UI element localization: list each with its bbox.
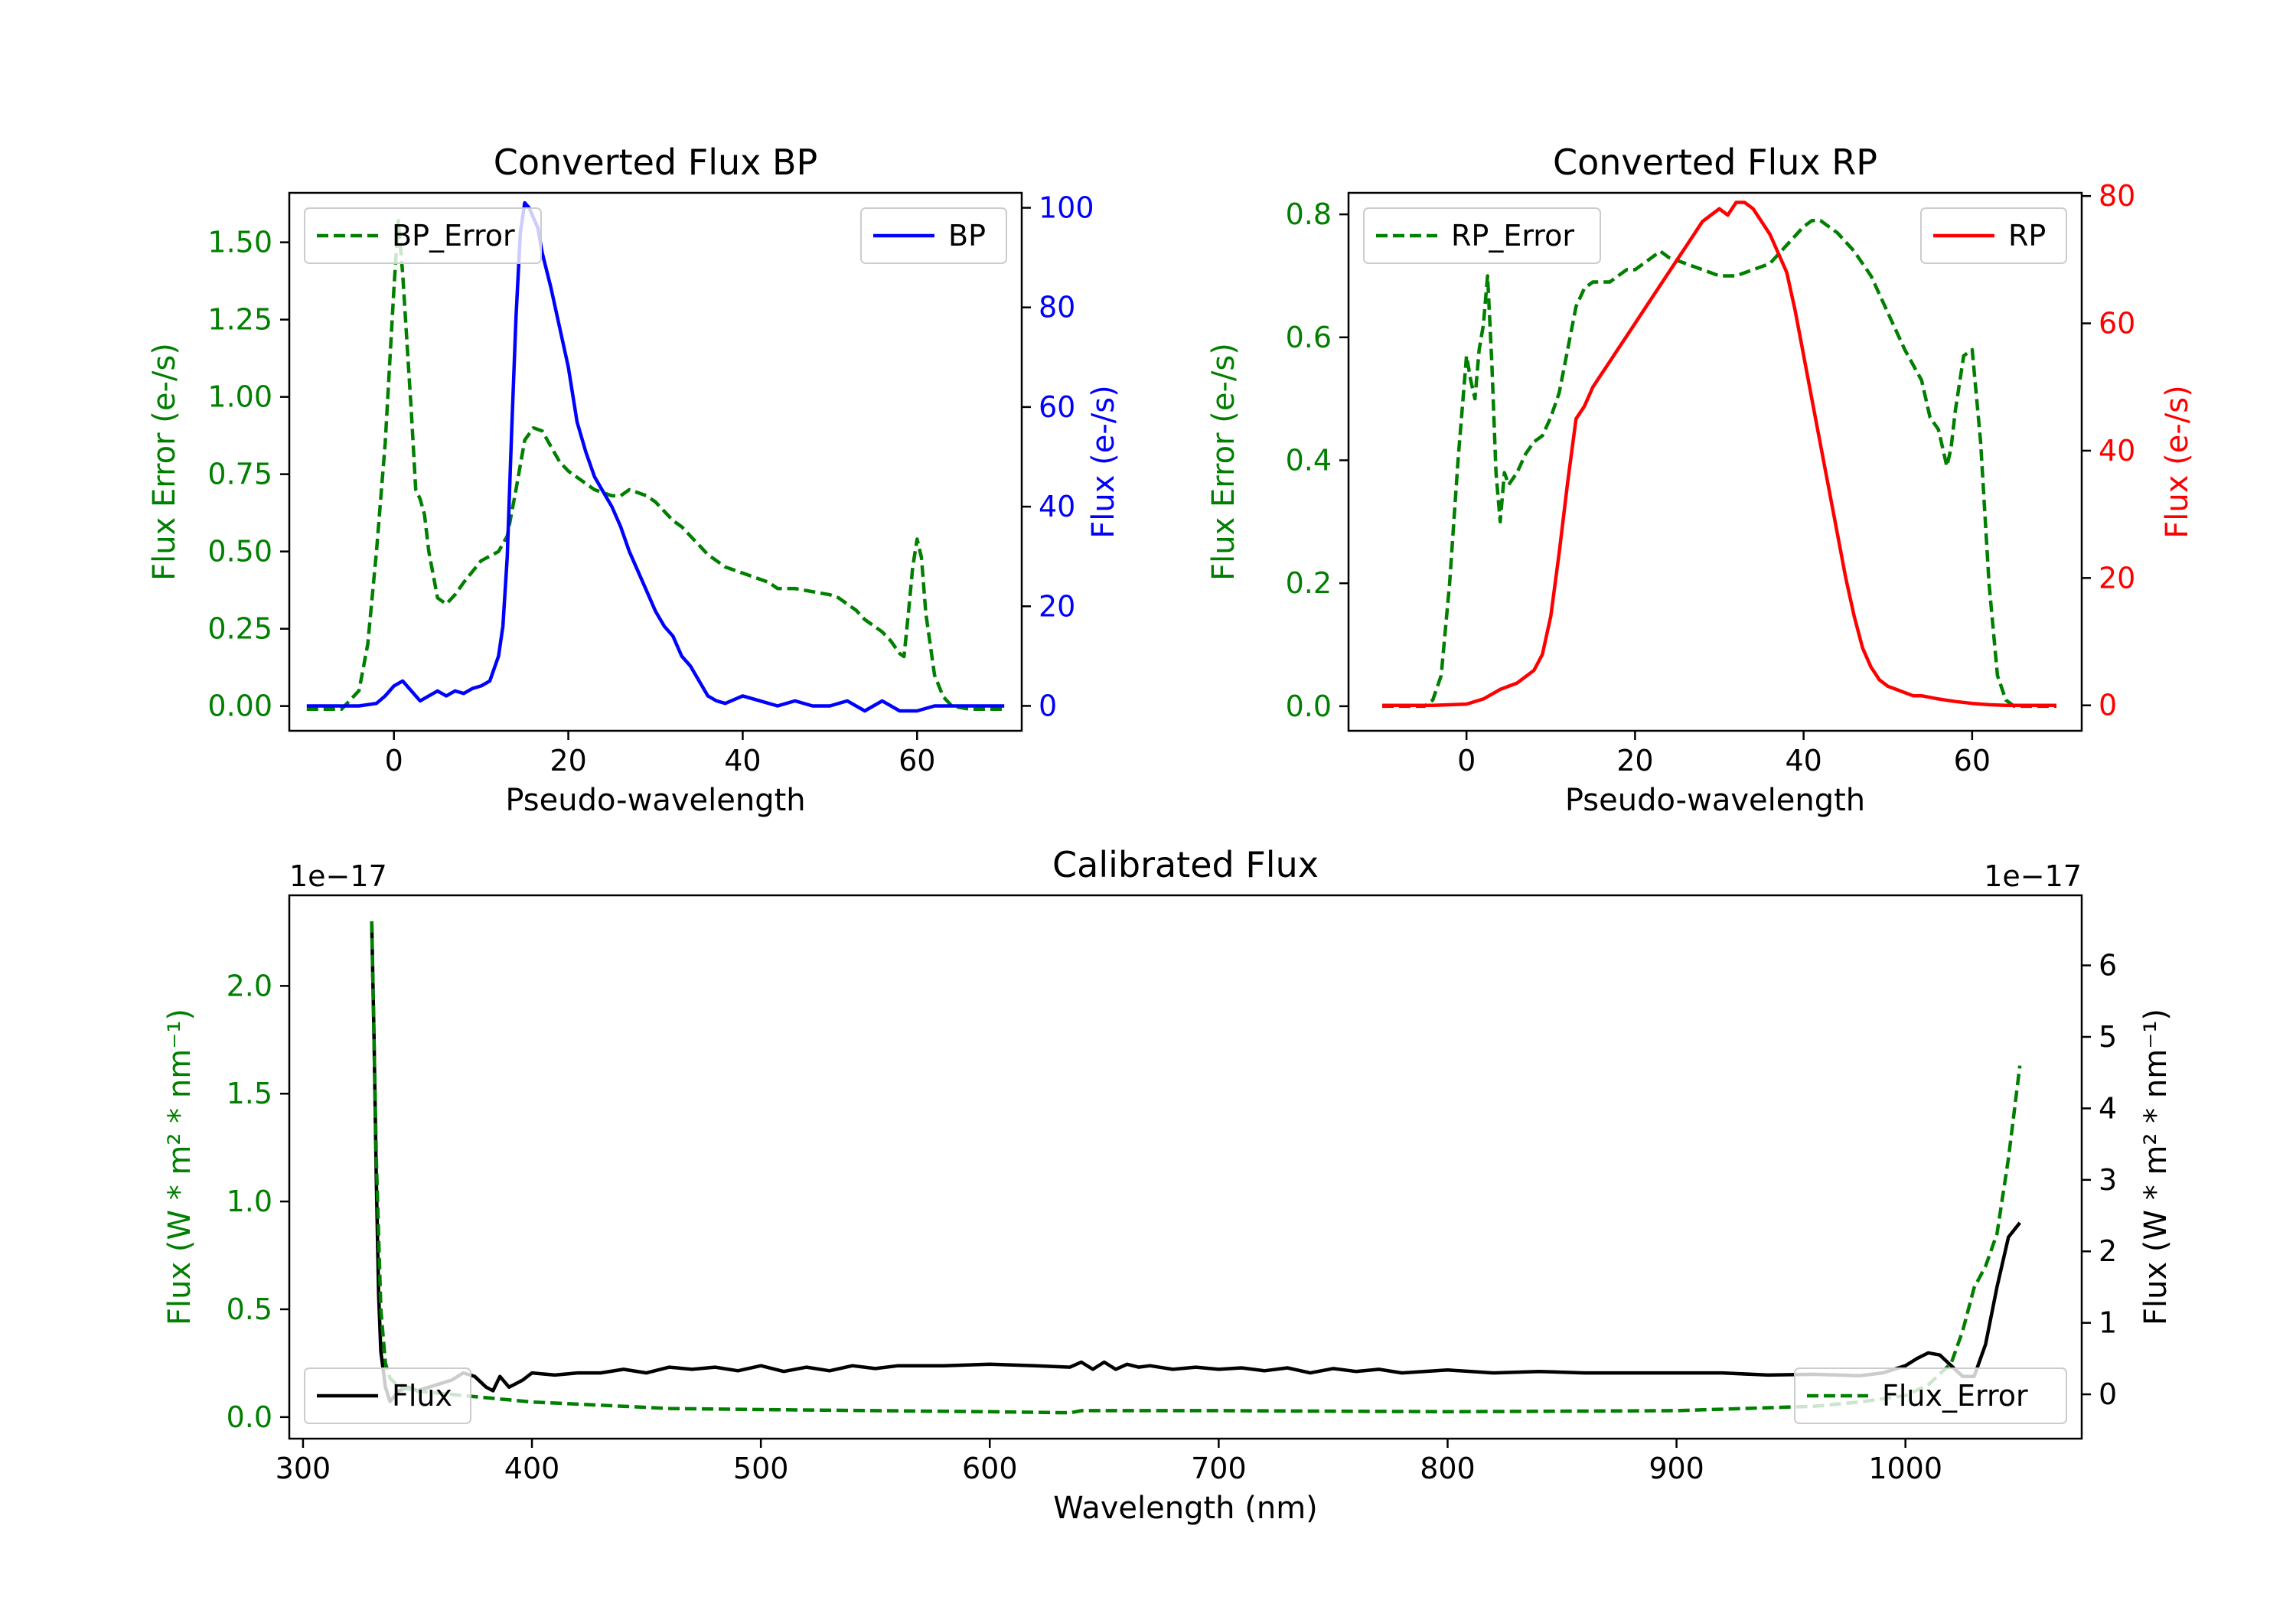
left-axis-label: Flux Error (e-/s): [147, 343, 182, 581]
legend-flux: Flux: [304, 1367, 471, 1424]
right-axis-label: Flux (e-/s): [2160, 385, 2195, 538]
right-tick-label: 60: [2099, 307, 2135, 341]
legend-label: RP: [2008, 219, 2046, 253]
chart-title: Calibrated Flux: [1052, 844, 1319, 885]
right-tick-label: 0: [2099, 689, 2117, 722]
x-tick-label: 40: [724, 744, 761, 777]
right-tick-label: 20: [1039, 589, 1075, 623]
right-tick-label: 20: [2099, 561, 2135, 595]
left-tick-label: 1.0: [227, 1185, 272, 1218]
right-tick-label: 40: [1039, 490, 1075, 523]
chart-cal: 300 400 500 600 700 800 900 1000 0.0 0.5 1.0 1.5 2.0…: [162, 844, 2174, 1526]
left-tick-label: 2.0: [227, 969, 272, 1002]
left-tick-label: 1.00: [207, 380, 272, 414]
right-tick-label: 0: [2099, 1377, 2117, 1411]
legend-label: Flux_Error: [1882, 1379, 2028, 1413]
left-tick-label: 0.0: [227, 1400, 272, 1434]
x-axis-label: Pseudo-wavelength: [1565, 783, 1865, 818]
x-axis-label: Wavelength (nm): [1053, 1491, 1318, 1526]
left-tick-label: 0.50: [207, 535, 272, 569]
plot-frame: [288, 191, 1023, 732]
chart-bp: 0 20 40 60 0.00 0.25 0.50 0.75 1.00 1.25 1.50 0 20 40…: [147, 142, 1121, 818]
legend-bp: BP: [860, 207, 1007, 264]
x-tick-label: 0: [385, 744, 403, 777]
data-lines: [306, 200, 1005, 713]
data-lines: [1382, 200, 2056, 709]
right-tick-label: 80: [2099, 179, 2135, 213]
right-tick-label: 4: [2099, 1091, 2117, 1125]
x-tick-label: 900: [1649, 1452, 1704, 1485]
legend-flux-error: Flux_Error: [1794, 1367, 2067, 1424]
left-tick-label: 0.2: [1286, 566, 1332, 600]
x-tick-label: 20: [550, 744, 586, 777]
left-tick-label: 0.5: [227, 1292, 272, 1326]
legend-label: BP: [948, 219, 986, 253]
right-offset-text: 1e−17: [1984, 859, 2082, 893]
x-tick-label: 400: [504, 1452, 560, 1485]
series-bp: [306, 200, 1005, 713]
x-tick-label: 60: [1954, 744, 1991, 777]
chart-title: Converted Flux BP: [494, 142, 818, 183]
legend-label: BP_Error: [392, 219, 515, 253]
left-tick-label: 0.6: [1286, 321, 1332, 354]
x-tick-label: 700: [1191, 1452, 1247, 1485]
legend-label: Flux: [392, 1379, 452, 1413]
right-axis-label: Flux (W * m² * nm⁻¹): [2138, 1009, 2174, 1325]
x-tick-label: 600: [962, 1452, 1018, 1485]
right-tick-label: 40: [2099, 434, 2135, 468]
series-rp: [1382, 200, 2056, 707]
x-axis-label: Pseudo-wavelength: [505, 783, 805, 818]
right-tick-label: 60: [1039, 390, 1075, 424]
legend-box: [304, 1367, 471, 1424]
right-tick-label: 80: [1039, 291, 1075, 324]
right-axis-label: Flux (e-/s): [1086, 385, 1121, 538]
left-axis-label: Flux (W * m² * nm⁻¹): [162, 1009, 197, 1325]
legend-bp-error: BP_Error: [304, 207, 542, 264]
x-tick-label: 20: [1616, 744, 1653, 777]
series-flux: [370, 922, 2021, 1403]
left-tick-label: 0.0: [1286, 689, 1332, 723]
left-tick-label: 0.8: [1286, 197, 1332, 231]
x-tick-label: 300: [276, 1452, 331, 1485]
left-tick-label: 0.25: [207, 612, 272, 646]
x-tick-label: 1000: [1868, 1452, 1942, 1485]
left-axis-label: Flux Error (e-/s): [1206, 343, 1241, 581]
legend-rp-error: RP_Error: [1363, 207, 1601, 264]
right-tick-label: 6: [2099, 949, 2117, 983]
right-tick-label: 0: [1039, 689, 1057, 722]
series-bp-error: [306, 219, 1005, 711]
left-tick-label: 1.5: [227, 1077, 272, 1110]
x-tick-label: 500: [733, 1452, 789, 1485]
legend-box: [1794, 1367, 2067, 1424]
chart-rp: 0 20 40 60 0.0 0.2 0.4 0.6 0.8 0 20 40 60 80 Converted…: [1206, 142, 2195, 818]
left-tick-label: 1.50: [207, 226, 272, 259]
left-tick-label: 0.75: [207, 458, 272, 491]
data-lines: [370, 921, 2022, 1415]
right-tick-label: 2: [2099, 1234, 2117, 1268]
series-rp-error: [1382, 218, 2056, 709]
right-tick-label: 1: [2099, 1306, 2117, 1340]
legend-rp: RP: [1920, 207, 2067, 264]
x-tick-label: 0: [1457, 744, 1476, 777]
left-tick-label: 1.25: [207, 303, 272, 337]
plot-frame: [1347, 191, 2083, 732]
x-tick-label: 800: [1420, 1452, 1476, 1485]
right-tick-label: 5: [2099, 1020, 2117, 1054]
right-tick-label: 100: [1039, 191, 1094, 225]
left-tick-label: 0.4: [1286, 443, 1332, 477]
legend-box: [1363, 207, 1601, 264]
chart-title: Converted Flux RP: [1553, 142, 1877, 183]
plot-frame: [288, 894, 2083, 1440]
right-tick-label: 3: [2099, 1163, 2117, 1197]
x-tick-label: 40: [1785, 744, 1821, 777]
legend-label: RP_Error: [1451, 219, 1574, 253]
series-flux-error: [370, 921, 2022, 1415]
left-offset-text: 1e−17: [289, 859, 387, 893]
left-tick-label: 0.00: [207, 689, 272, 723]
legend-box: [304, 207, 542, 264]
x-tick-label: 60: [899, 744, 935, 777]
